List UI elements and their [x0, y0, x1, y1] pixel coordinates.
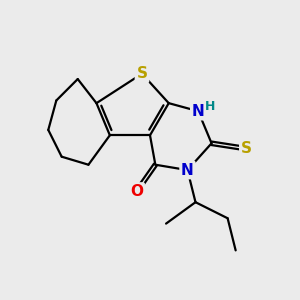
Text: N: N: [181, 163, 194, 178]
Text: S: S: [241, 141, 252, 156]
Text: S: S: [136, 66, 148, 81]
Text: N: N: [192, 104, 205, 119]
Text: H: H: [205, 100, 215, 113]
Text: O: O: [130, 184, 143, 199]
